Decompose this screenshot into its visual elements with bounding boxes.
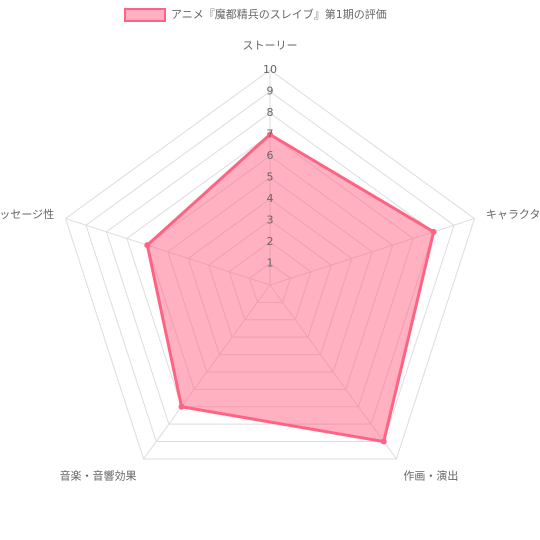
- category-label: キャラクター: [486, 208, 540, 221]
- data-point: [380, 438, 387, 445]
- r-tick-label: 6: [267, 149, 274, 162]
- r-tick-label: 2: [267, 235, 274, 248]
- r-tick-label: 10: [263, 63, 277, 76]
- category-label: メッセージ性: [0, 207, 54, 221]
- r-tick-label: 4: [267, 192, 274, 205]
- category-label: 作画・演出: [403, 469, 458, 483]
- r-tick-label: 8: [267, 106, 274, 119]
- data-point: [267, 131, 273, 138]
- r-tick-label: 5: [267, 171, 274, 184]
- data-point: [430, 228, 437, 235]
- legend-label: アニメ『魔都精兵のスレイブ』第1期の評価: [171, 7, 387, 21]
- category-label: 音楽・音響効果: [60, 469, 137, 483]
- r-tick-label: 9: [267, 85, 274, 98]
- grid-line: [85, 90, 455, 443]
- r-tick-label: 7: [267, 128, 274, 141]
- legend-swatch: [124, 8, 166, 22]
- data-point: [144, 242, 151, 249]
- category-label: ストーリー: [243, 39, 298, 52]
- series-area: [145, 133, 436, 444]
- r-tick-label: 1: [267, 257, 274, 270]
- grid-line: [64, 69, 476, 460]
- grid-line: [105, 112, 435, 425]
- r-tick-label: 3: [267, 214, 274, 227]
- data-point: [178, 403, 185, 410]
